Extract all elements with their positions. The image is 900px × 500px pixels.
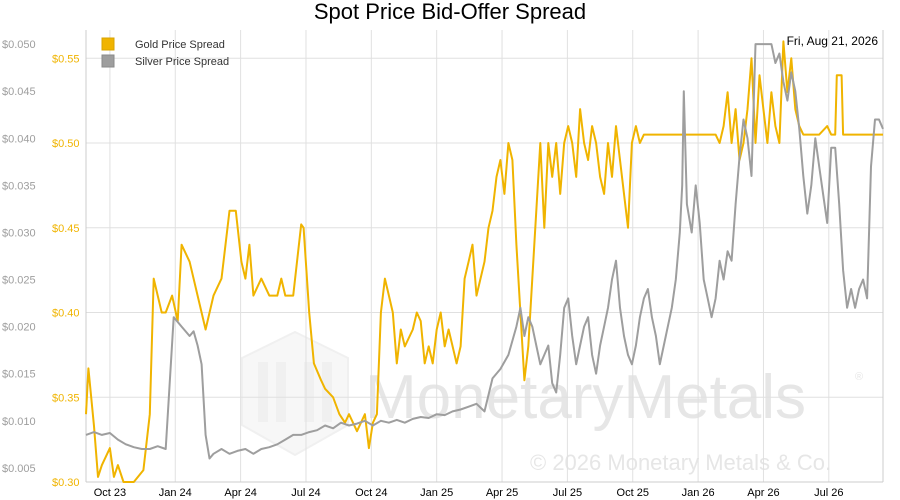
right-y-tick-label: $0.35 <box>52 392 80 404</box>
x-tick-label: Apr 25 <box>486 487 518 499</box>
legend-gold-swatch <box>101 37 115 51</box>
x-tick-label: Jul 25 <box>553 487 582 499</box>
left-y-tick-label: $0.045 <box>2 86 36 98</box>
axes: Oct 23 Jan 24 Apr 24 Jul 24 Oct 24 Jan 25 Apr … <box>2 30 884 499</box>
left-y-tick-label: $0.035 <box>2 180 36 192</box>
chart-title: Spot Price Bid-Offer Spread <box>314 0 586 24</box>
x-tick-label: Apr 26 <box>747 487 779 499</box>
watermark-copyright: © 2026 Monetary Metals & Co. <box>530 450 831 475</box>
x-tick-label: Oct 23 <box>94 487 126 499</box>
legend-silver-swatch <box>101 54 115 68</box>
legend-gold-label: Gold Price Spread <box>135 39 225 51</box>
right-y-tick-label: $0.55 <box>52 53 80 65</box>
x-tick-label: Jan 26 <box>682 487 715 499</box>
silver-price-spread-line <box>85 43 884 460</box>
date-label: Fri, Aug 21, 2026 <box>787 34 879 48</box>
right-y-tick-label: $0.45 <box>52 223 80 235</box>
x-tick-label: Jan 24 <box>159 487 192 499</box>
gold-price-spread-line <box>85 40 883 483</box>
left-y-tick-label: $0.050 <box>2 39 36 51</box>
x-tick-label: Jul 24 <box>291 487 320 499</box>
series-lines <box>85 40 884 483</box>
x-tick-label: Oct 25 <box>617 487 649 499</box>
x-tick-label: Oct 24 <box>355 487 387 499</box>
x-tick-label: Apr 24 <box>224 487 256 499</box>
left-y-tick-label: $0.030 <box>2 227 36 239</box>
right-y-tick-label: $0.50 <box>52 138 80 150</box>
x-tick-label: Jul 26 <box>814 487 843 499</box>
left-y-tick-label: $0.040 <box>2 133 36 145</box>
left-y-tick-label: $0.015 <box>2 369 36 381</box>
left-y-tick-label: $0.010 <box>2 416 36 428</box>
left-y-tick-label: $0.020 <box>2 322 36 334</box>
watermark-logo <box>241 330 349 457</box>
x-tick-label: Jan 25 <box>420 487 453 499</box>
left-y-tick-label: $0.025 <box>2 275 36 287</box>
legend-silver-label: Silver Price Spread <box>135 56 229 68</box>
right-y-tick-label: $0.30 <box>52 477 80 489</box>
legend: Gold Price Spread Silver Price Spread <box>101 37 229 68</box>
left-y-tick-label: $0.005 <box>2 463 36 475</box>
right-y-tick-label: $0.40 <box>52 308 80 320</box>
watermark-registered-mark: ® <box>855 371 863 383</box>
